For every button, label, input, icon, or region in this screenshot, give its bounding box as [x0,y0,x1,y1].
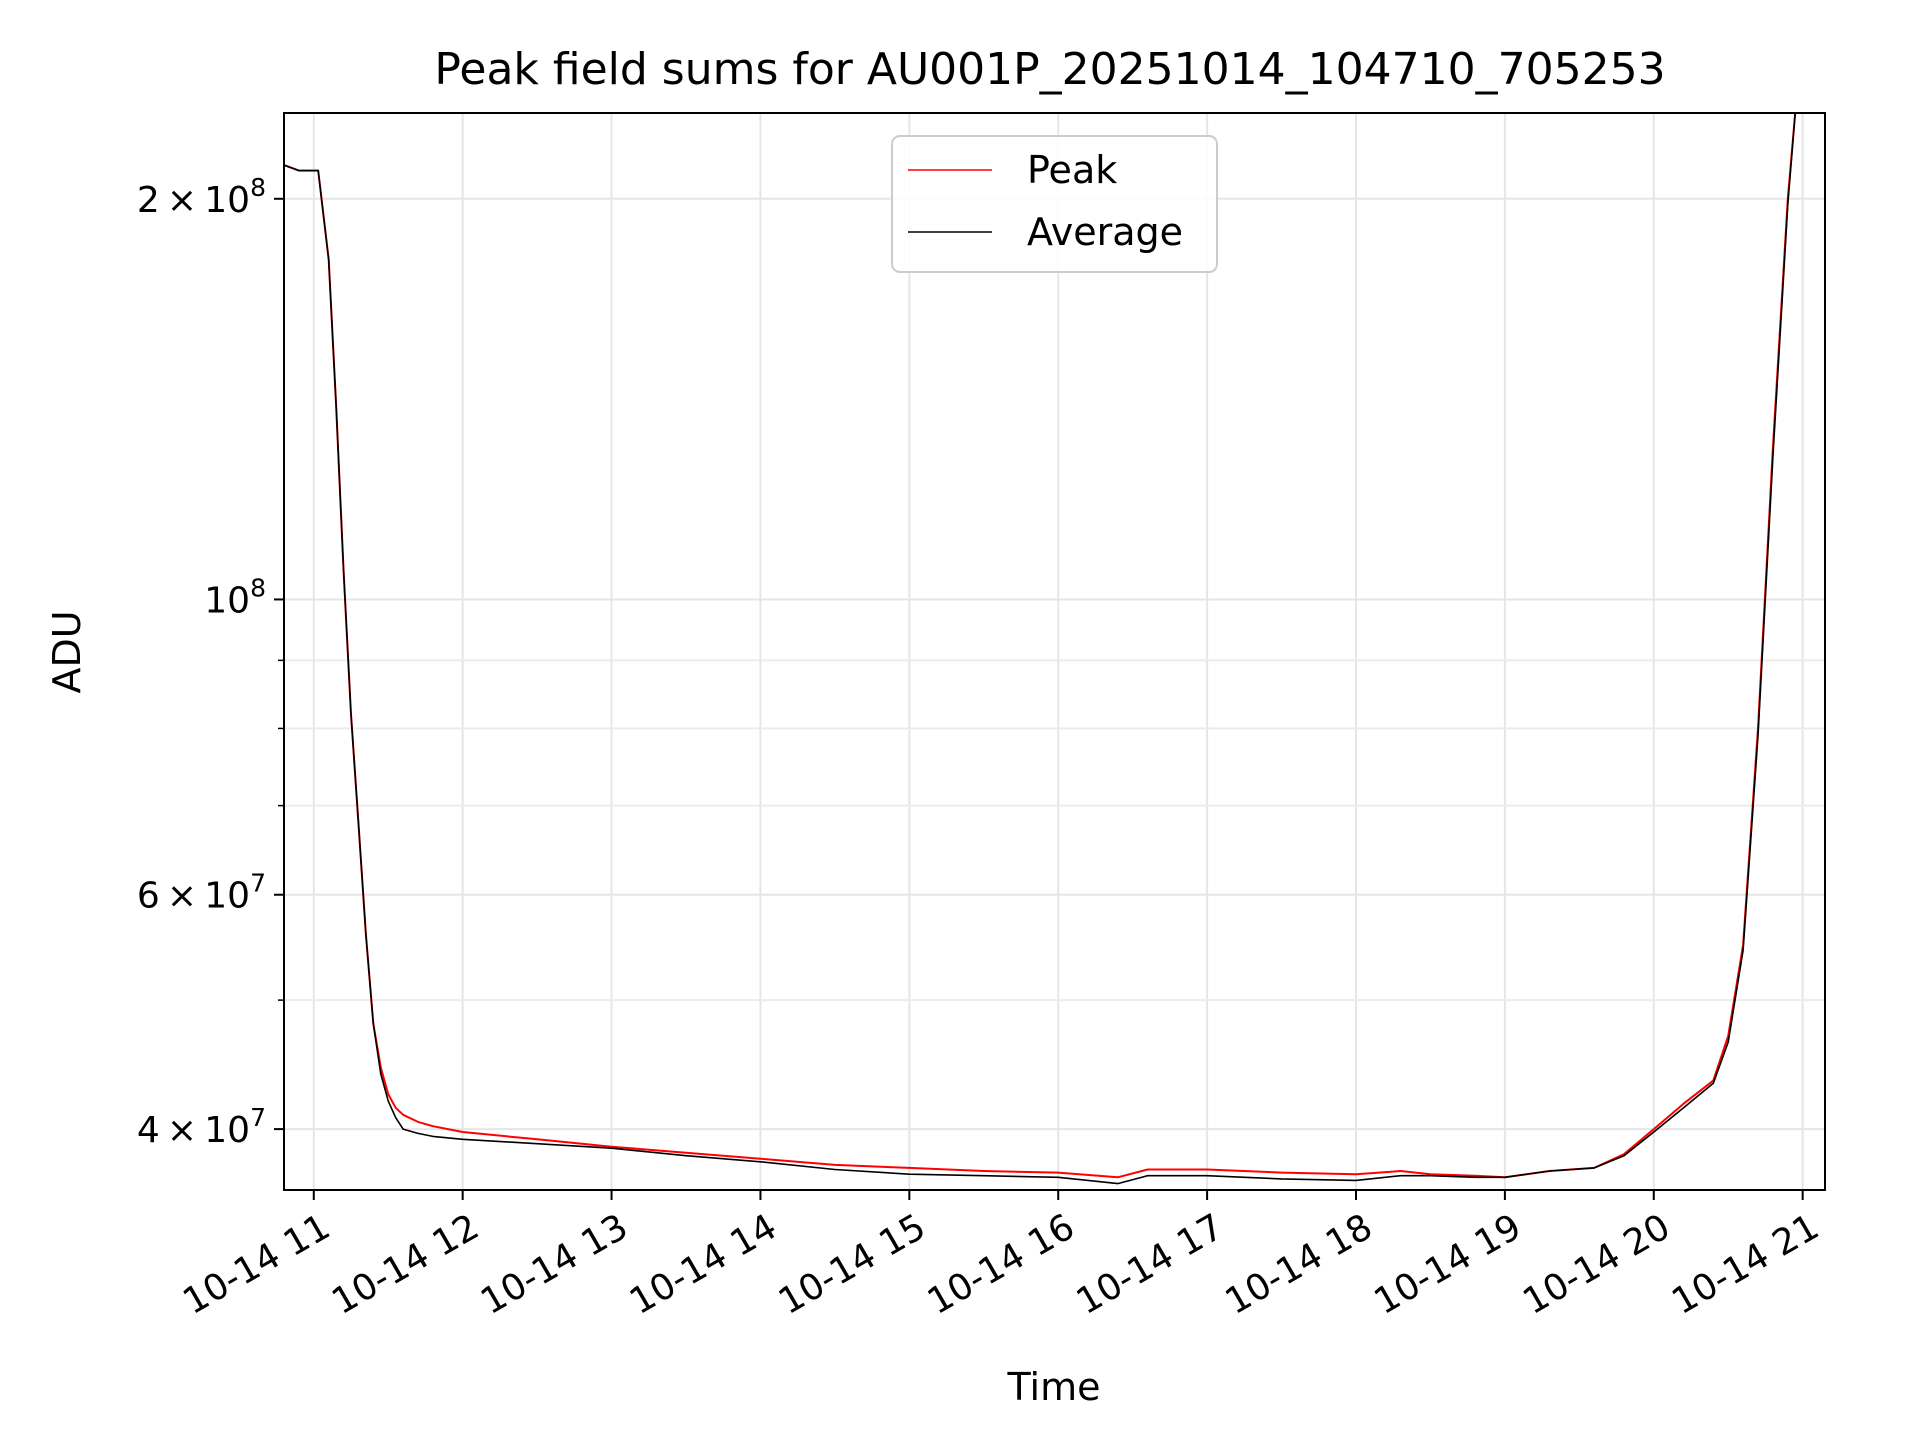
plot-area [284,113,1825,1190]
y-tick-label: 4 × 107 [137,1103,266,1151]
y-axis-label: ADU [45,610,89,693]
y-tick-label: 6 × 107 [137,869,266,917]
plot-frame [283,112,1826,1191]
y-axis-ticks: 4 × 107 6 × 107 108 2 × 108 [137,173,284,1151]
x-axis-label: Time [1007,1365,1101,1409]
series-lines [283,112,1797,1185]
y-tick-label: 2 × 108 [137,173,266,221]
chart-title: Peak field sums for AU001P_20251014_1047… [434,44,1665,95]
legend-peak-label: Peak [1027,148,1117,192]
legend-average-label: Average [1027,210,1183,254]
y-tick-label: 108 [204,573,266,621]
series-line-average [283,112,1796,1185]
legend: Peak Average [891,135,1218,273]
grid [284,113,1825,1190]
